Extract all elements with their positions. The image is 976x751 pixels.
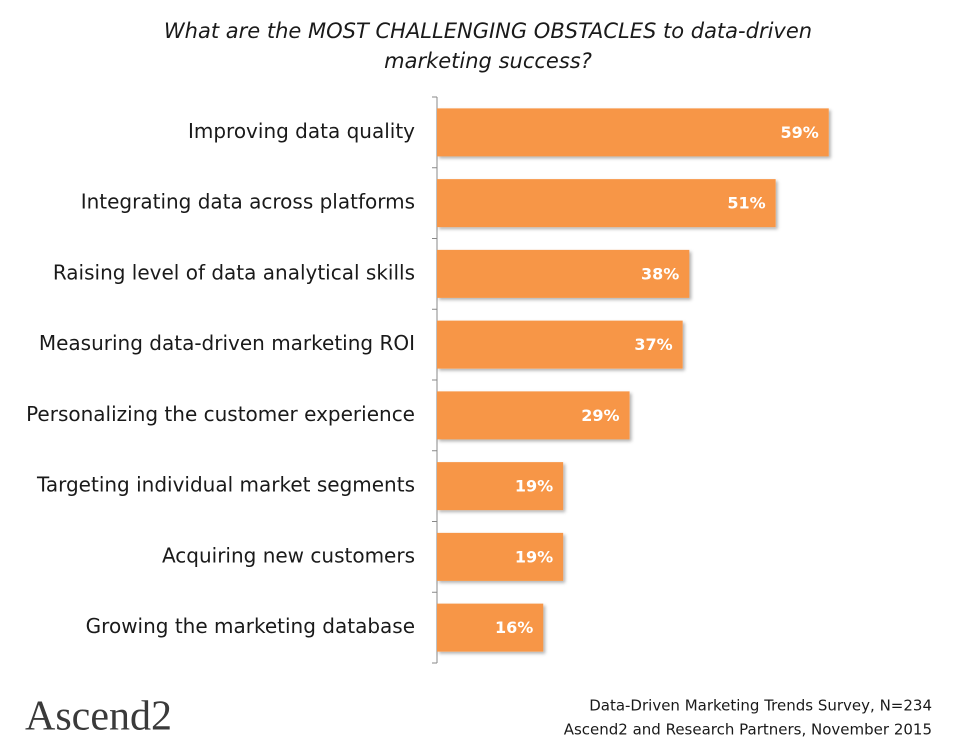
bar [437,462,564,511]
value-label: 16% [495,618,533,637]
value-label: 19% [515,547,553,566]
bar [437,532,564,581]
bar [437,603,544,652]
source-line: Ascend2 and Research Partners, November … [564,721,932,739]
category-label: Acquiring new customers [162,543,415,567]
category-label: Personalizing the customer experience [26,402,415,426]
category-label: Growing the marketing database [86,614,415,638]
bar [437,249,690,298]
source-line: Data-Driven Marketing Trends Survey, N=2… [589,697,932,715]
bar [437,391,630,440]
category-label: Improving data quality [188,119,415,143]
value-label: 37% [634,335,672,354]
chart-title: What are the MOST CHALLENGING OBSTACLES … [163,19,813,73]
value-label: 51% [727,194,765,213]
bar [437,108,829,157]
value-label: 38% [641,264,679,283]
value-label: 59% [780,123,818,142]
value-label: 29% [581,406,619,425]
category-label: Integrating data across platforms [81,190,415,214]
category-label: Targeting individual market segments [36,473,415,497]
value-label: 19% [515,477,553,496]
bar [437,320,683,369]
bar [437,179,776,228]
category-label: Raising level of data analytical skills [53,260,415,284]
logo: Ascend2 [25,694,172,740]
category-label: Measuring data-driven marketing ROI [39,331,415,355]
